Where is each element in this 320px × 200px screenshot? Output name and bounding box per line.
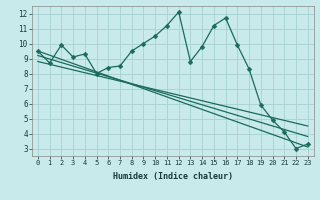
X-axis label: Humidex (Indice chaleur): Humidex (Indice chaleur) bbox=[113, 172, 233, 181]
